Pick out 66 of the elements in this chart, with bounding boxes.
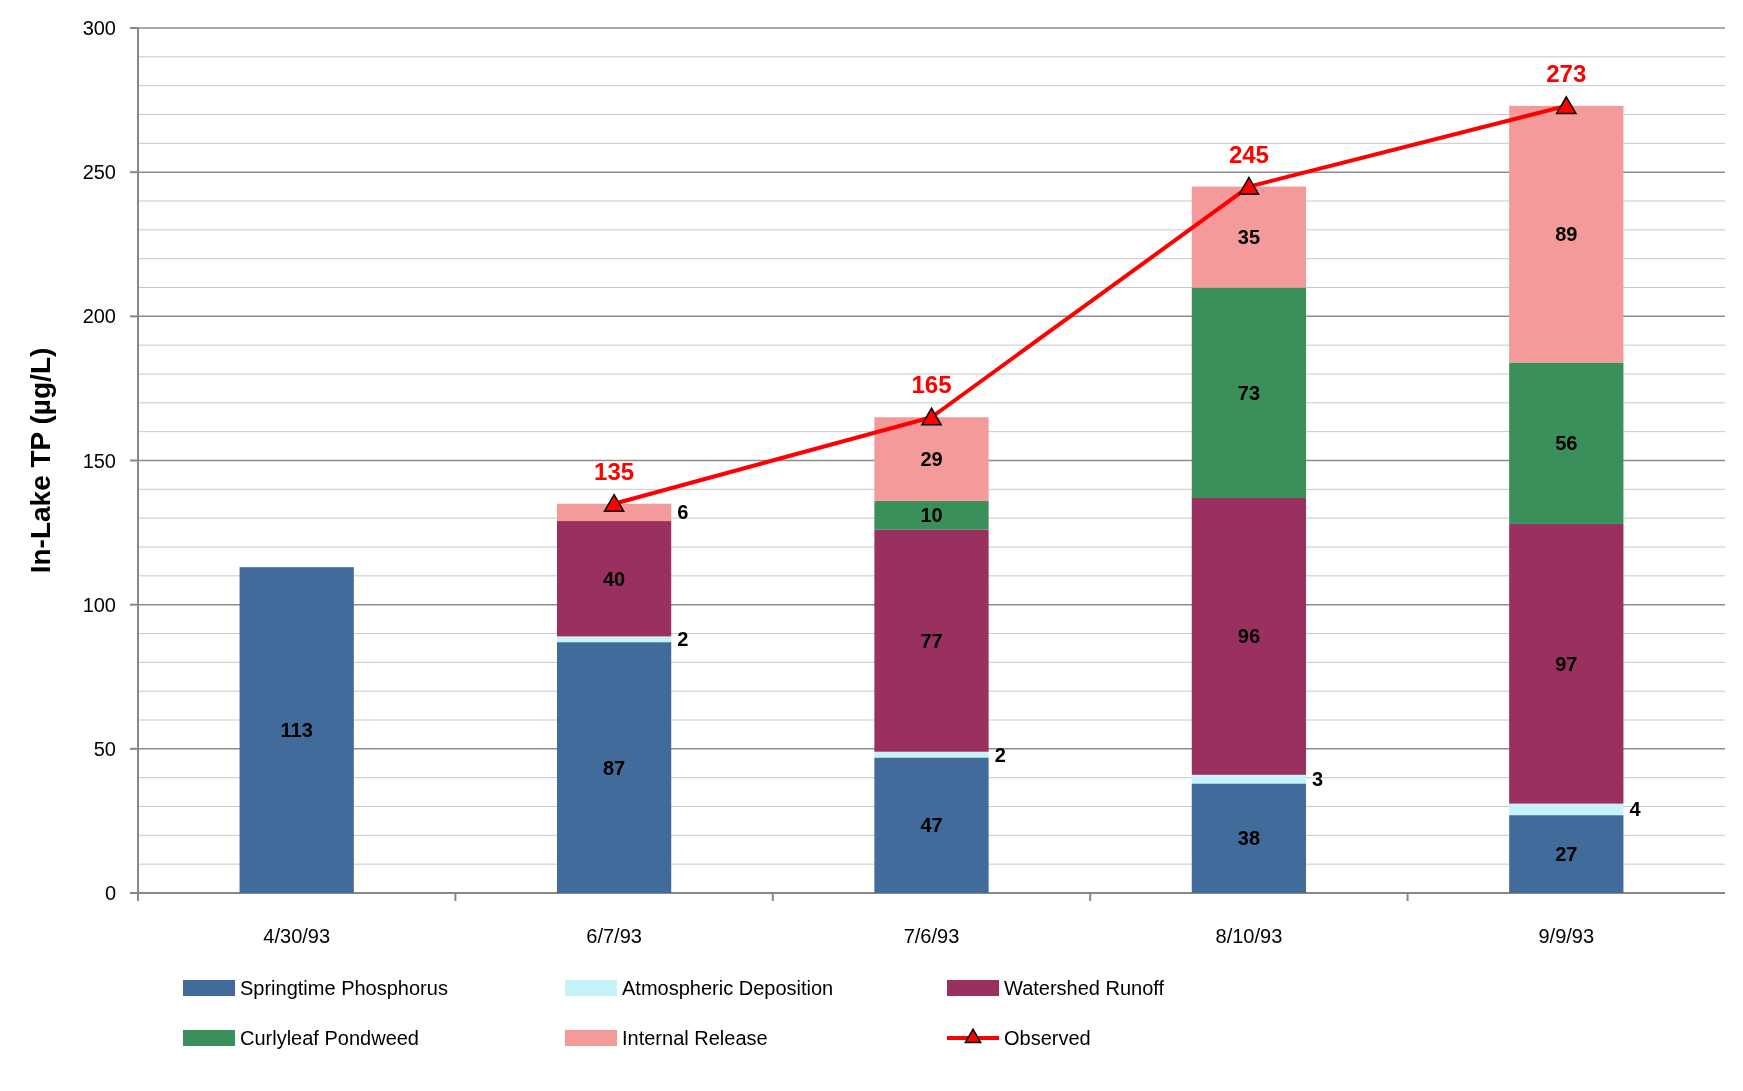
- bar: [1509, 105, 1624, 363]
- bar: [556, 642, 672, 893]
- x-tick-label: 9/9/93: [1538, 925, 1595, 947]
- bar: [1191, 783, 1307, 893]
- y-tick-label: 200: [82, 305, 116, 328]
- legend-label: Internal Release: [622, 1027, 768, 1049]
- x-tick-label: 8/10/93: [1215, 925, 1283, 947]
- bar: [1509, 803, 1624, 816]
- bar: [874, 417, 989, 501]
- data-label: 47: [920, 814, 943, 837]
- bar: [556, 636, 672, 643]
- data-label: 165: [911, 371, 952, 399]
- data-label: 96: [1237, 625, 1261, 648]
- bar: [1191, 774, 1307, 784]
- bar: [1191, 497, 1307, 775]
- data-label: 29: [920, 448, 943, 471]
- x-tick-label: 7/6/93: [903, 925, 960, 947]
- bar: [1509, 815, 1624, 893]
- bar: [1509, 362, 1624, 524]
- data-label: 40: [602, 567, 626, 590]
- point: [603, 493, 625, 513]
- bar: [556, 521, 672, 637]
- data-label: 273: [1546, 59, 1587, 87]
- bar: [556, 503, 672, 522]
- data-label: 135: [594, 457, 635, 485]
- data-label: 56: [1555, 432, 1578, 455]
- bar: [239, 567, 354, 893]
- data-label: 89: [1555, 223, 1578, 246]
- legend-label: Springtime Phosphorus: [240, 977, 448, 999]
- y-axis-title: In-Lake TP (µg/L): [25, 347, 56, 574]
- y-tick-label: 0: [104, 882, 116, 904]
- data-label: 35: [1237, 226, 1261, 249]
- x-tick-label: 6/7/93: [586, 925, 642, 947]
- y-tick-label: 50: [93, 737, 116, 760]
- data-label: 73: [1237, 381, 1261, 404]
- bar: [874, 500, 989, 530]
- data-label: 245: [1228, 140, 1269, 168]
- data-label: 77: [920, 629, 943, 652]
- legend-label: Curlyleaf Pondweed: [240, 1027, 419, 1049]
- data-label: 2: [994, 743, 1006, 766]
- bar: [874, 757, 989, 893]
- y-tick-label: 100: [82, 593, 116, 616]
- data-label: 113: [280, 719, 313, 742]
- y-tick-label: 250: [82, 161, 116, 184]
- data-label: 4: [1629, 798, 1642, 821]
- x-tick-label: 4/30/93: [263, 925, 331, 947]
- data-label: 87: [602, 756, 626, 779]
- bar: [1509, 523, 1624, 804]
- legend-label: Watershed Runoff: [1004, 977, 1165, 999]
- data-label: 3: [1312, 768, 1324, 791]
- data-label: 6: [677, 501, 689, 524]
- legend-label: Observed: [1004, 1027, 1091, 1049]
- y-tick-label: 300: [82, 17, 116, 39]
- y-tick-label: 150: [82, 449, 116, 472]
- bar: [1191, 186, 1307, 288]
- bar: [1191, 287, 1307, 498]
- legend-label: Atmospheric Deposition: [622, 977, 834, 999]
- point: [1555, 96, 1577, 115]
- data-label: 97: [1555, 652, 1578, 675]
- data-label: 38: [1237, 827, 1261, 850]
- data-label: 2: [677, 628, 689, 651]
- point: [921, 407, 942, 426]
- data-label: 10: [920, 504, 943, 527]
- bar: [874, 529, 989, 752]
- point: [1238, 176, 1260, 195]
- data-label: 27: [1555, 843, 1578, 866]
